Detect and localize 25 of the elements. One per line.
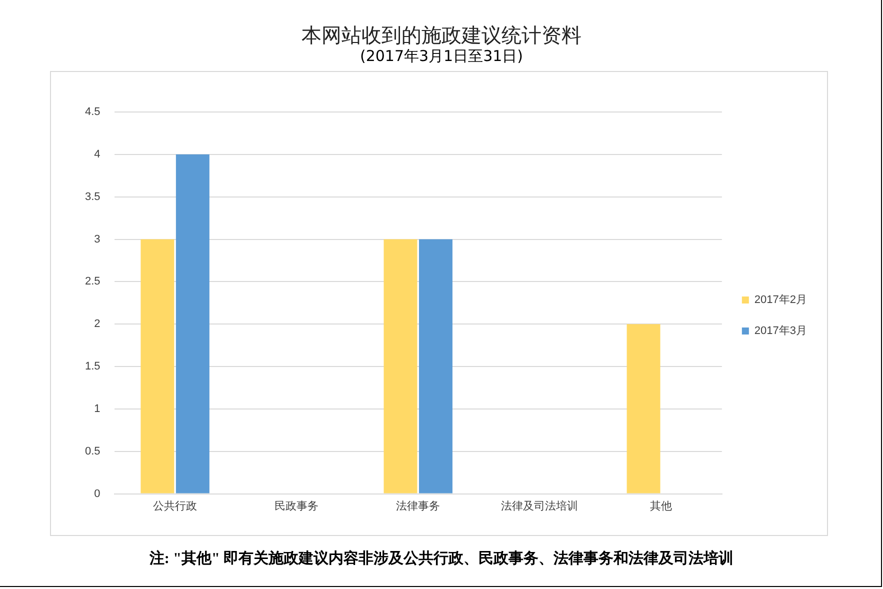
y-tick-label: 1 <box>94 402 100 415</box>
y-tick-label: 0 <box>94 488 100 500</box>
y-tick-label: 4.5 <box>84 106 100 118</box>
y-tick-label: 0.5 <box>84 445 100 458</box>
y-tick-label: 3 <box>94 233 100 246</box>
x-tick-label: 其他 <box>650 499 672 512</box>
bar <box>418 239 452 494</box>
x-tick-label: 法律事务 <box>396 499 440 512</box>
x-tick-label: 公共行政 <box>153 499 198 512</box>
bar <box>384 239 418 494</box>
legend-label: 2017年2月 <box>754 294 808 306</box>
chart-subtitle: (2017年3月1日至31日) <box>358 47 524 66</box>
legend-label: 2017年3月 <box>754 325 808 338</box>
bar <box>626 324 660 494</box>
x-tick-label: 法律及司法培训 <box>501 499 578 512</box>
y-tick-label: 1.5 <box>84 360 100 373</box>
y-tick-label: 3.5 <box>84 190 100 203</box>
x-tick-label: 民政事务 <box>274 499 319 512</box>
text: 注: "其他" 即有关施政建议内容非涉及公共行政、民政事务、法律事务和法律及司法培训 <box>148 549 735 568</box>
bar <box>140 239 174 494</box>
y-tick-label: 2.5 <box>84 276 100 288</box>
y-tick-label: 2 <box>94 318 100 330</box>
chart-title: 本网站收到的施政建议统计资料 <box>300 22 582 49</box>
bar <box>176 154 210 494</box>
y-tick-label: 4 <box>94 148 100 160</box>
